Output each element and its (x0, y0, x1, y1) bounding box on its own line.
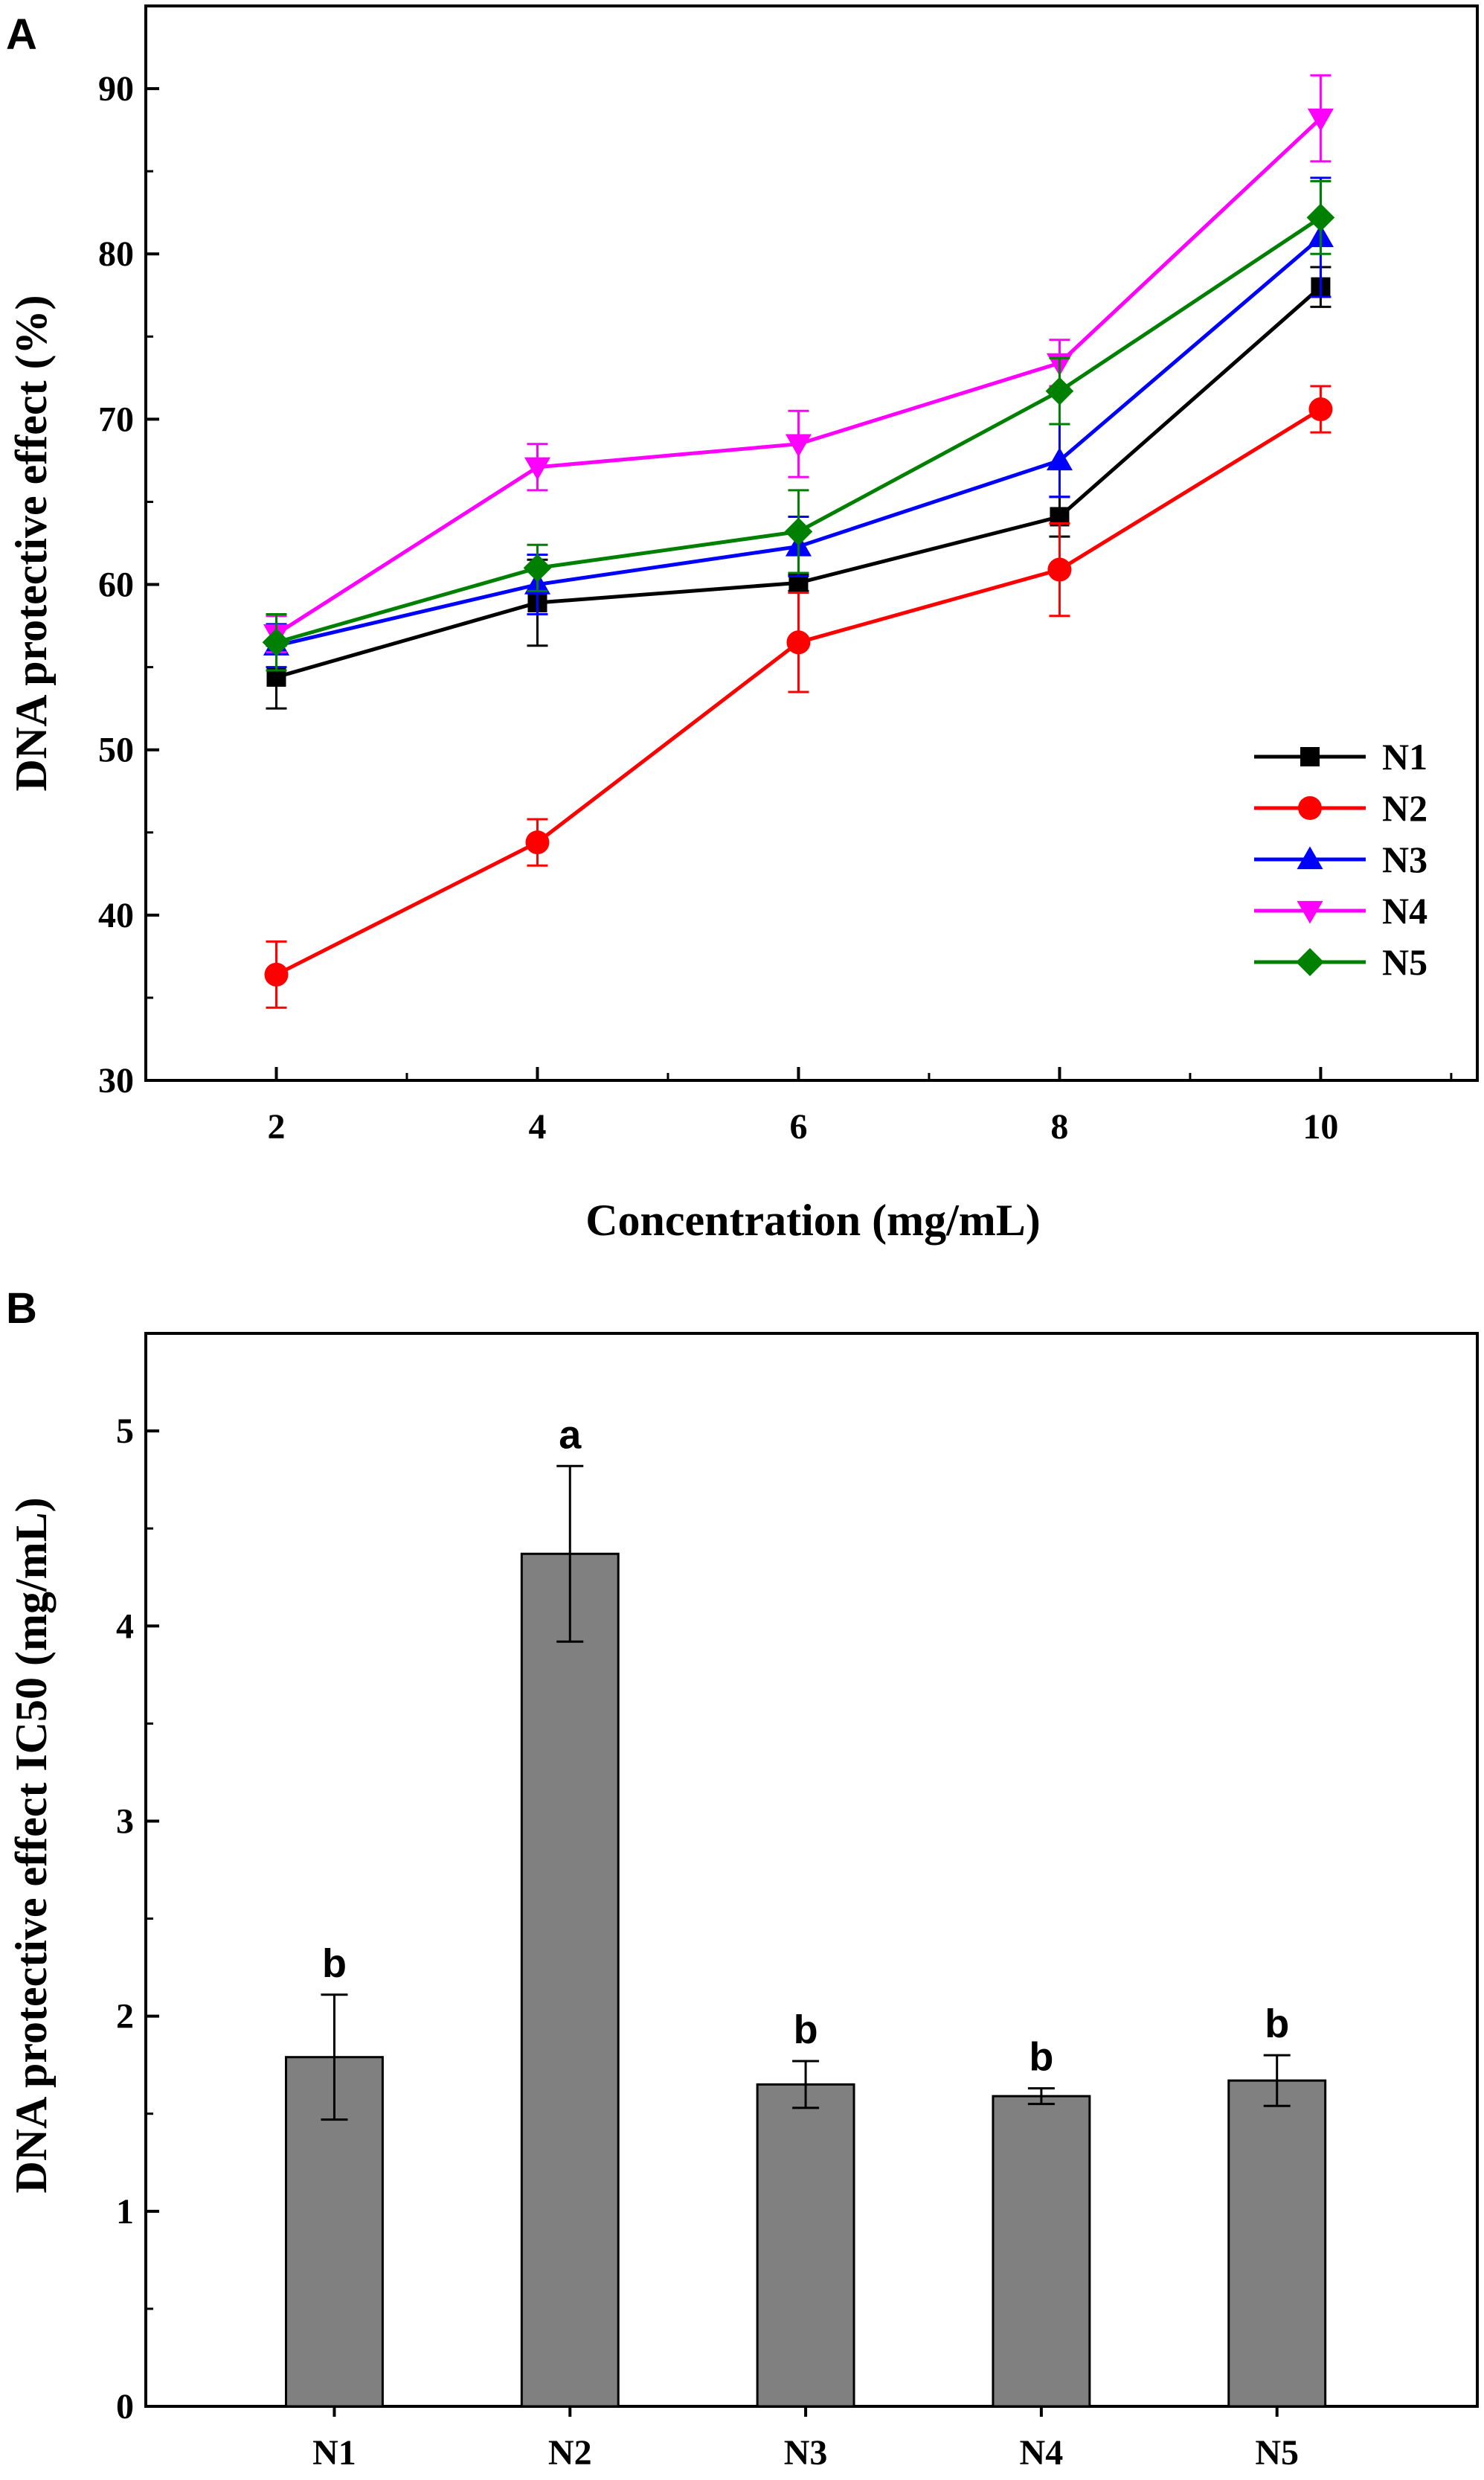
panel-a-x-axis: 2 4 6 8 10 (144, 1067, 1453, 1147)
x-tick-label: 8 (1050, 1107, 1068, 1147)
legend-marker (1298, 796, 1322, 820)
data-point (262, 628, 291, 657)
y-tick-label: 50 (98, 731, 134, 770)
legend-item-n4: N4 (1254, 890, 1427, 932)
bar-group-n5: b (1227, 2002, 1327, 2408)
bar (992, 2095, 1091, 2408)
data-point (524, 457, 551, 481)
legend-item-n2: N2 (1254, 787, 1427, 829)
data-point (523, 554, 552, 583)
legend-marker (1296, 948, 1324, 976)
data-point (1046, 447, 1073, 471)
panel-a-line-chart: A 30 40 50 60 70 80 90 2 4 6 8 10 N1 N2 N3 N4 N5 DNA p… (6, 4, 1479, 1245)
legend-label: N5 (1382, 941, 1427, 983)
y-tick-label: 70 (98, 400, 134, 439)
panel-b-y-axis: 0 1 2 3 4 5 (116, 1332, 159, 2426)
y-tick-label: 2 (116, 1997, 134, 2037)
panel-b-x-axis: N1 N2 N3 N4 N5 (312, 2406, 1299, 2473)
bar-group-n2: a (520, 1412, 620, 2408)
panel-a-y-axis: 30 40 50 60 70 80 90 (98, 69, 159, 1100)
x-tick-label: N2 (548, 2433, 592, 2473)
y-tick-label: 1 (116, 2192, 134, 2231)
panel-a-y-axis-title: DNA protective effect (%) (7, 295, 56, 792)
data-point (784, 517, 813, 546)
data-point (264, 962, 289, 987)
legend-item-n5: N5 (1254, 941, 1427, 983)
data-point (525, 830, 550, 855)
x-tick-label: 4 (528, 1107, 546, 1147)
legend-label: N2 (1382, 787, 1427, 829)
y-tick-label: 60 (98, 565, 134, 605)
legend-item-n1: N1 (1254, 736, 1427, 778)
panel-a-x-axis-title: Concentration (mg/mL) (585, 1196, 1041, 1245)
data-point (1047, 557, 1072, 582)
y-tick-label: 5 (116, 1412, 134, 1451)
x-tick-label: N4 (1020, 2433, 1064, 2473)
significance-label: b (322, 1941, 347, 1986)
data-point (786, 630, 811, 655)
x-tick-label: 10 (1302, 1107, 1338, 1147)
bar (520, 1552, 620, 2408)
data-point (785, 434, 812, 458)
y-tick-label: 90 (98, 69, 134, 109)
y-tick-label: 3 (116, 1801, 134, 1841)
y-tick-label: 4 (116, 1606, 134, 1646)
x-tick-label: 6 (789, 1107, 807, 1147)
y-tick-label: 80 (98, 234, 134, 274)
x-tick-label: 2 (267, 1107, 285, 1147)
y-tick-label: 30 (98, 1061, 134, 1100)
data-point (1307, 108, 1334, 132)
panel-a-plot-frame (144, 4, 1479, 1082)
x-tick-label: N3 (784, 2433, 828, 2473)
series-n2 (264, 385, 1333, 1009)
significance-label: a (559, 1412, 582, 1457)
significance-label: b (794, 2008, 818, 2052)
y-tick-label: 0 (116, 2387, 134, 2426)
bar-group-n3: b (756, 2008, 855, 2408)
panel-b-bars-group: b a b b b (285, 1412, 1327, 2408)
significance-label: b (1265, 2002, 1289, 2046)
legend-label: N1 (1382, 736, 1427, 778)
panel-a-letter: A (6, 10, 37, 59)
panel-a-series-group (262, 74, 1335, 1009)
data-point (1306, 203, 1335, 232)
bar (1227, 2079, 1327, 2408)
legend-label: N3 (1382, 839, 1427, 880)
bar (756, 2083, 855, 2408)
data-point (1045, 377, 1074, 406)
panel-b-y-axis-title: DNA protective effect IC50 (mg/mL) (7, 1497, 56, 2193)
data-point (1308, 397, 1333, 422)
legend-label: N4 (1382, 890, 1427, 932)
legend-item-n3: N3 (1254, 839, 1427, 880)
bar-group-n1: b (285, 1941, 384, 2408)
series-n5 (262, 179, 1335, 672)
panel-a-legend: N1 N2 N3 N4 N5 (1254, 736, 1427, 983)
panel-b-letter: B (6, 1284, 37, 1333)
significance-label: b (1029, 2035, 1053, 2080)
legend-marker (1300, 747, 1320, 766)
y-tick-label: 40 (98, 896, 134, 935)
x-tick-label: N1 (312, 2433, 356, 2473)
legend-marker (1297, 900, 1323, 924)
x-tick-label: N5 (1255, 2433, 1299, 2473)
panel-b-bar-chart: B 0 1 2 3 4 5 b a b b b N1 N2 N3 N4 N5 DNA protective… (6, 1284, 1479, 2473)
legend-marker (1297, 846, 1323, 870)
